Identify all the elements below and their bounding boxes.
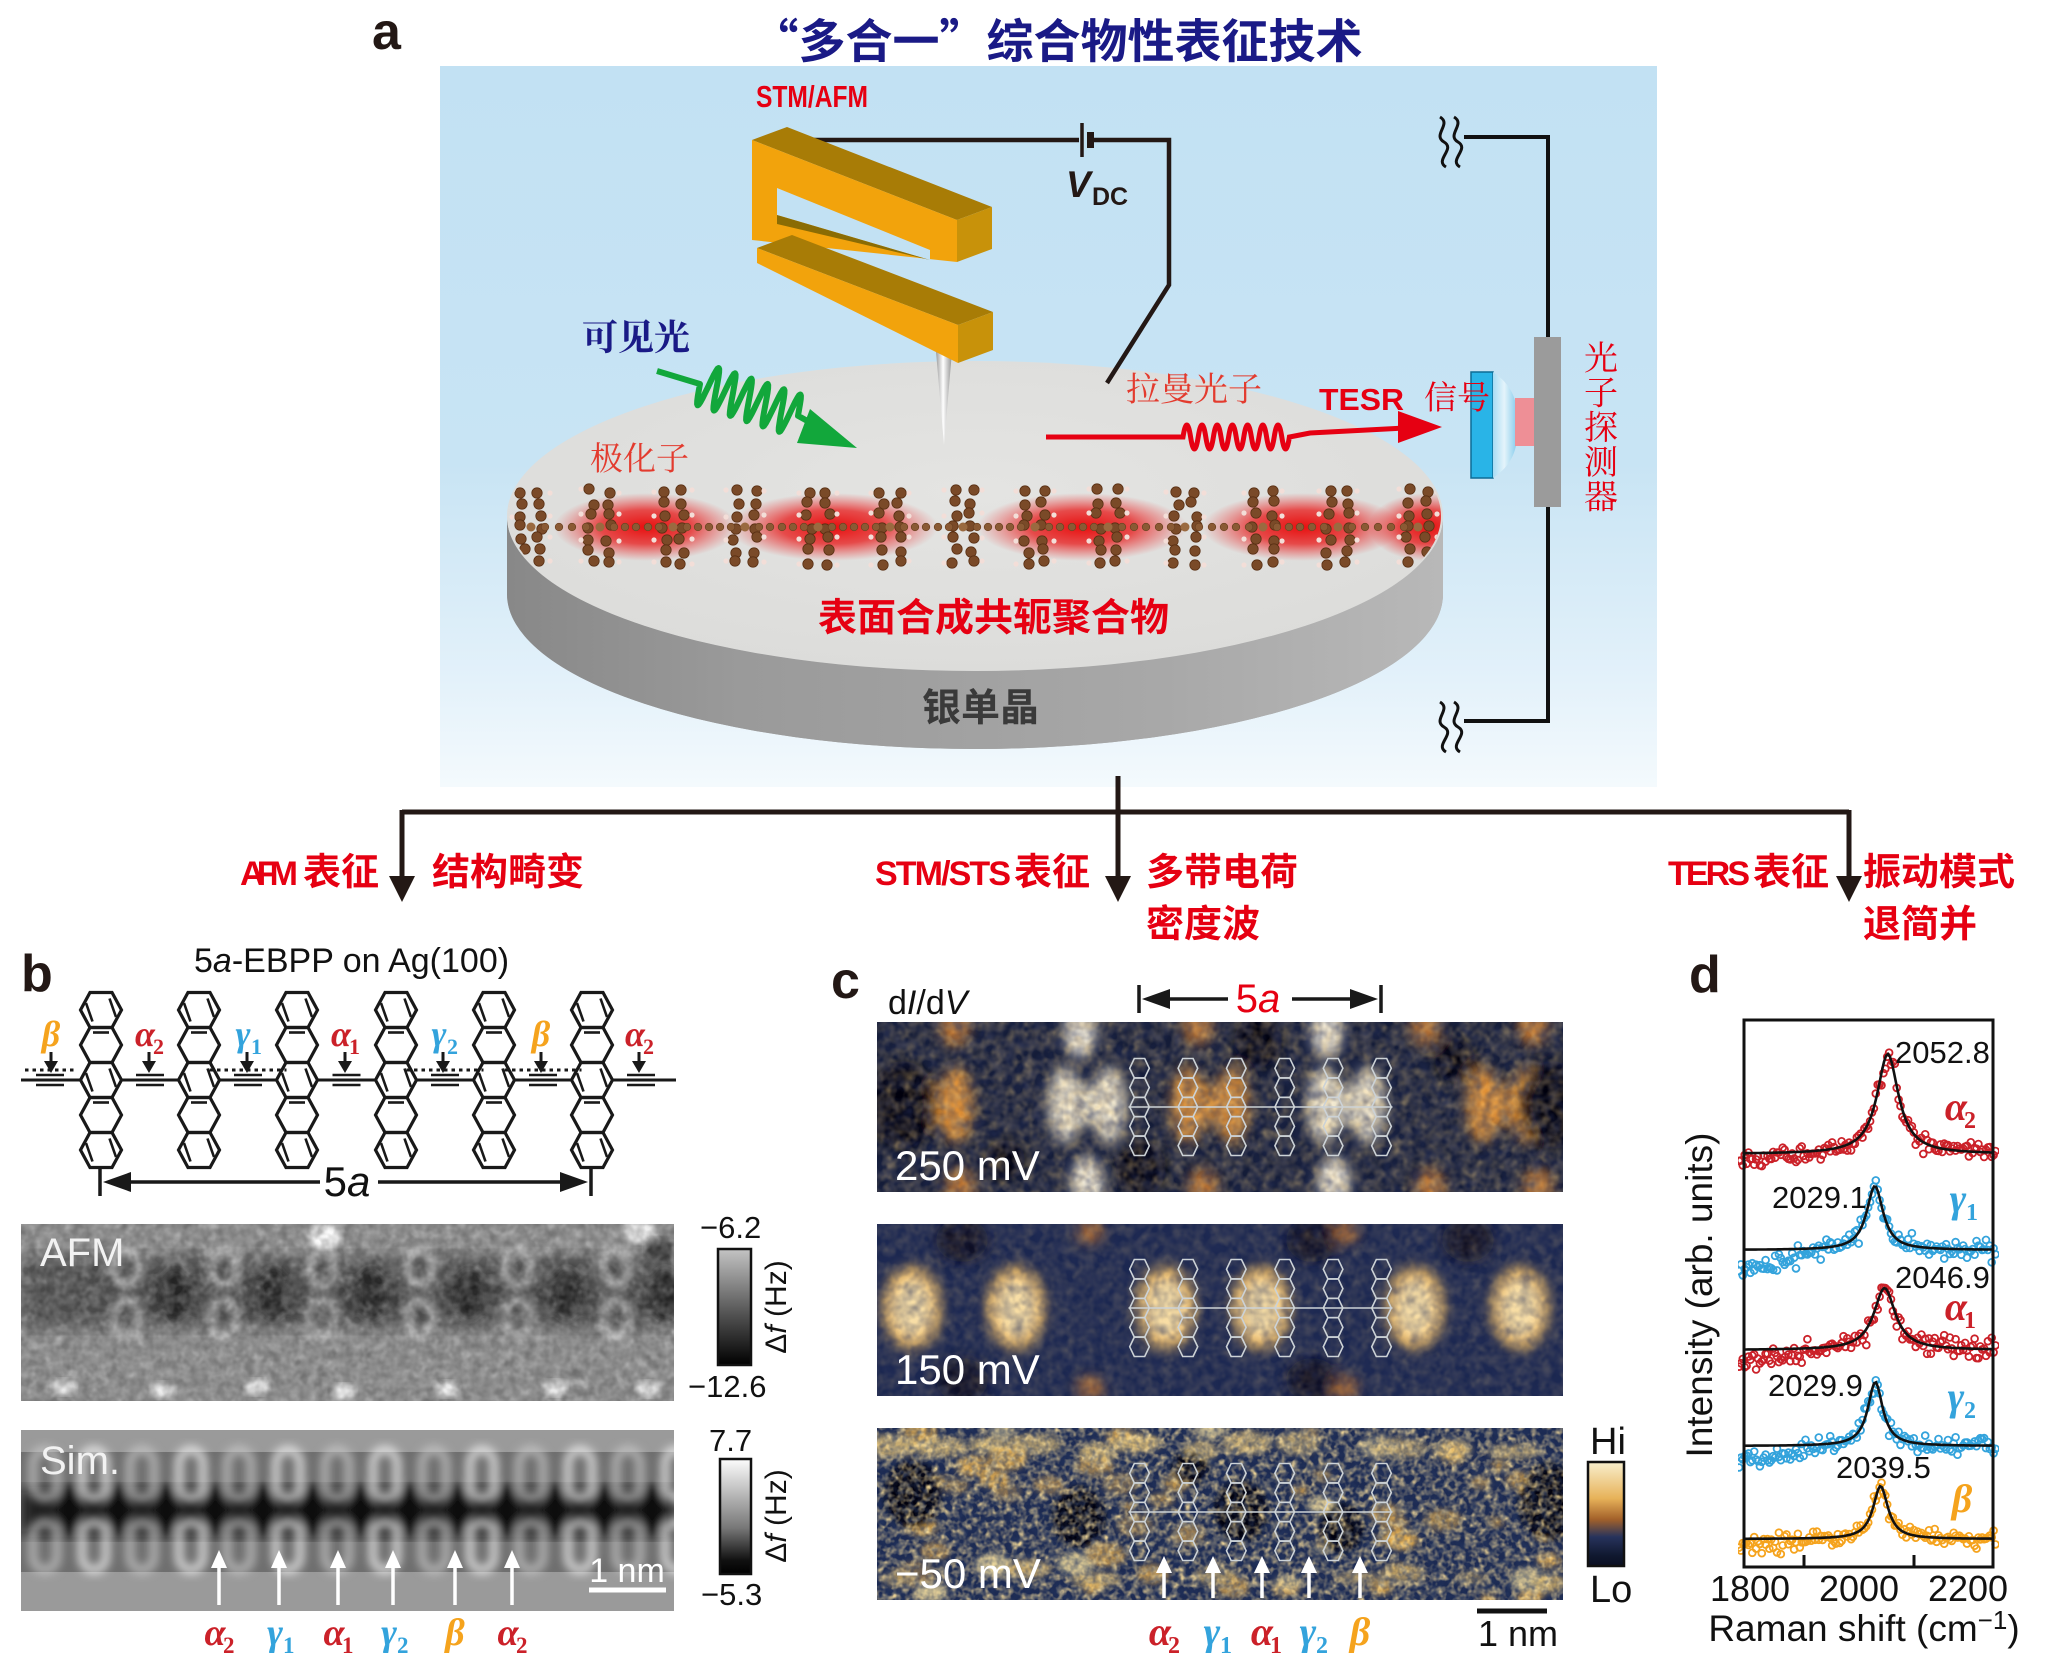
svg-text:−50 mV: −50 mV — [895, 1550, 1041, 1597]
svg-text:Δf (Hz): Δf (Hz) — [760, 1469, 793, 1562]
svg-text:β: β — [443, 1612, 465, 1653]
svg-text:α: α — [331, 1014, 352, 1054]
svg-text:150 mV: 150 mV — [895, 1346, 1040, 1393]
svg-text:α: α — [1149, 1609, 1172, 1653]
svg-text:5a-EBPP on Ag(100): 5a-EBPP on Ag(100) — [194, 942, 509, 980]
svg-text:Intensity (arb. units): Intensity (arb. units) — [1679, 1133, 1720, 1458]
svg-text:c: c — [831, 952, 860, 1010]
svg-text:7.7: 7.7 — [709, 1423, 752, 1458]
svg-text:γ: γ — [432, 1014, 447, 1054]
svg-text:α: α — [1945, 1284, 1968, 1329]
svg-text:1: 1 — [1964, 1308, 1976, 1334]
svg-text:−6.2: −6.2 — [700, 1210, 761, 1245]
svg-text:1 nm: 1 nm — [1478, 1613, 1558, 1653]
svg-text:2: 2 — [397, 1633, 409, 1653]
svg-text:γ: γ — [236, 1014, 251, 1054]
svg-text:2200: 2200 — [1928, 1568, 2008, 1609]
svg-text:2: 2 — [1964, 1108, 1976, 1134]
svg-text:Hi: Hi — [1590, 1421, 1626, 1463]
svg-text:Lo: Lo — [1590, 1569, 1632, 1611]
svg-text:d: d — [1689, 946, 1721, 1004]
svg-text:β: β — [1348, 1609, 1371, 1653]
svg-text:α: α — [1251, 1609, 1274, 1653]
svg-text:Raman shift (cm−1): Raman shift (cm−1) — [1708, 1605, 2019, 1649]
svg-text:β: β — [40, 1014, 61, 1054]
svg-text:1: 1 — [251, 1034, 262, 1059]
svg-text:α: α — [135, 1014, 156, 1054]
svg-text:5a: 5a — [324, 1158, 371, 1205]
svg-text:α: α — [497, 1612, 519, 1653]
svg-text:2: 2 — [447, 1034, 458, 1059]
svg-text:2: 2 — [1964, 1398, 1976, 1424]
svg-text:STM/STS: STM/STS — [875, 855, 1011, 893]
svg-text:DC: DC — [1092, 183, 1128, 211]
svg-text:γ: γ — [1948, 1374, 1965, 1419]
svg-text:AFM: AFM — [240, 855, 298, 893]
svg-text:2000: 2000 — [1819, 1568, 1899, 1609]
svg-text:2: 2 — [223, 1633, 235, 1653]
svg-text:2046.9: 2046.9 — [1895, 1260, 1990, 1295]
svg-text:γ: γ — [1204, 1609, 1221, 1653]
svg-text:γ: γ — [1950, 1176, 1967, 1221]
svg-text:2039.5: 2039.5 — [1836, 1450, 1931, 1485]
svg-text:1: 1 — [1220, 1633, 1232, 1653]
svg-text:250 mV: 250 mV — [895, 1142, 1040, 1189]
svg-text:Sim.: Sim. — [40, 1439, 120, 1483]
svg-text:β: β — [530, 1014, 551, 1054]
svg-text:γ: γ — [381, 1612, 397, 1653]
svg-text:1: 1 — [1270, 1633, 1282, 1653]
svg-text:γ: γ — [267, 1612, 283, 1653]
svg-text:2: 2 — [516, 1633, 528, 1653]
svg-text:TERS: TERS — [1668, 855, 1750, 893]
svg-text:−12.6: −12.6 — [688, 1369, 766, 1404]
svg-text:2052.8: 2052.8 — [1895, 1035, 1990, 1070]
svg-text:2: 2 — [1168, 1633, 1180, 1653]
svg-text:−5.3: −5.3 — [701, 1577, 762, 1612]
svg-text:1: 1 — [349, 1034, 360, 1059]
svg-text:2: 2 — [643, 1034, 654, 1059]
svg-text:1 nm: 1 nm — [589, 1552, 665, 1590]
svg-text:2: 2 — [153, 1034, 164, 1059]
svg-text:1800: 1800 — [1710, 1568, 1790, 1609]
svg-text:a: a — [372, 3, 402, 61]
svg-text:α: α — [625, 1014, 646, 1054]
svg-text:γ: γ — [1300, 1609, 1317, 1653]
svg-text:α: α — [1945, 1084, 1968, 1129]
svg-text:1: 1 — [342, 1633, 354, 1653]
svg-text:2029.9: 2029.9 — [1768, 1368, 1863, 1403]
svg-text:b: b — [21, 945, 53, 1003]
svg-text:2: 2 — [1316, 1633, 1328, 1653]
svg-text:AFM: AFM — [40, 1231, 124, 1275]
svg-text:STM/AFM: STM/AFM — [756, 79, 868, 114]
svg-text:TESR: TESR — [1319, 382, 1404, 417]
svg-text:α: α — [323, 1612, 345, 1653]
svg-text:2029.1: 2029.1 — [1772, 1180, 1867, 1215]
svg-text:V: V — [1066, 164, 1094, 205]
svg-text:1: 1 — [1966, 1200, 1978, 1226]
svg-text:5a: 5a — [1236, 977, 1281, 1021]
svg-text:dI/dV: dI/dV — [888, 984, 971, 1022]
svg-text:β: β — [1950, 1476, 1973, 1521]
svg-text:α: α — [204, 1612, 226, 1653]
svg-text:1: 1 — [283, 1633, 295, 1653]
svg-text:Δf (Hz): Δf (Hz) — [760, 1260, 793, 1353]
